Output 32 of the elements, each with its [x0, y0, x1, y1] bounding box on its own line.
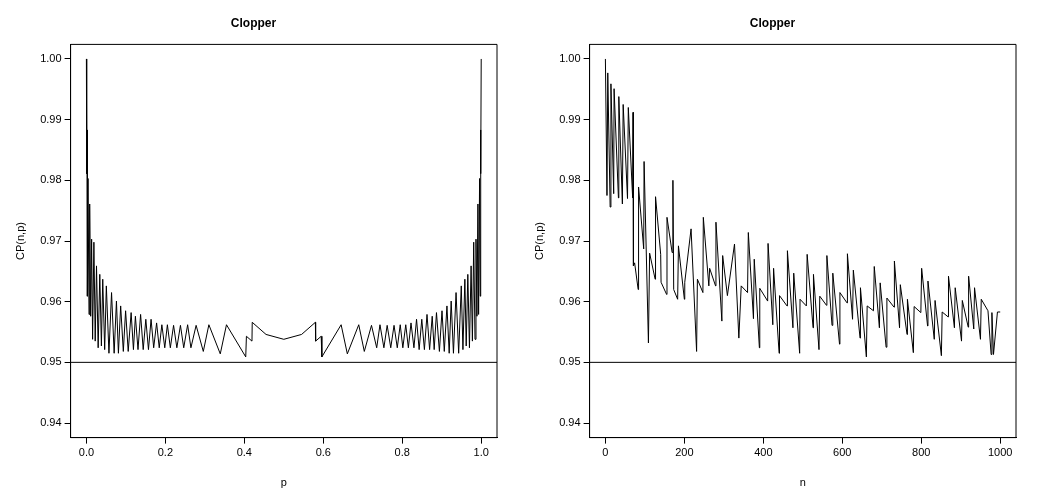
x-axis-title: n	[799, 476, 806, 489]
y-tick-label: 1.00	[559, 51, 581, 64]
y-axis-title: CP(n,p)	[532, 222, 545, 260]
x-axis-title: p	[280, 476, 287, 489]
y-tick-label: 0.97	[559, 234, 581, 247]
y-tick-label: 0.97	[40, 234, 62, 247]
y-tick-label: 0.95	[40, 355, 62, 368]
y-tick-label: 0.96	[559, 294, 581, 307]
y-tick-label: 0.98	[40, 173, 62, 186]
x-tick-label: 0.0	[78, 446, 95, 459]
x-tick-label: 0.8	[394, 446, 410, 459]
y-tick-label: 0.94	[559, 416, 581, 429]
y-tick-label: 0.95	[559, 355, 581, 368]
y-tick-label: 1.00	[40, 51, 62, 64]
y-tick-label: 0.99	[40, 112, 62, 125]
x-tick-label: 0.4	[236, 446, 252, 459]
y-tick-label: 0.99	[559, 112, 581, 125]
chart-title: Clopper	[230, 15, 277, 30]
y-tick-label: 0.98	[559, 173, 581, 186]
x-tick-label: 1000	[987, 446, 1013, 459]
x-tick-label: 1.0	[473, 446, 489, 459]
x-tick-label: 0	[602, 446, 609, 459]
y-tick-label: 0.94	[40, 416, 62, 429]
x-tick-label: 400	[754, 446, 773, 459]
y-tick-label: 0.96	[40, 294, 62, 307]
y-axis-title: CP(n,p)	[13, 222, 26, 260]
x-tick-label: 600	[833, 446, 852, 459]
x-tick-label: 200	[675, 446, 694, 459]
x-tick-label: 0.6	[315, 446, 331, 459]
chart-title: Clopper	[749, 15, 796, 30]
x-tick-label: 800	[912, 446, 931, 459]
x-tick-label: 0.2	[157, 446, 174, 459]
